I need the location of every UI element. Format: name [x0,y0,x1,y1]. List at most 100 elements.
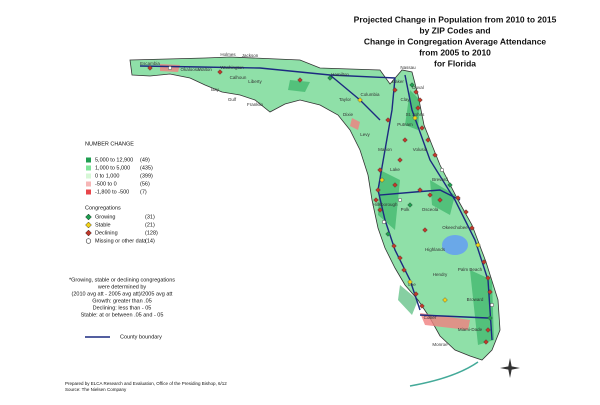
congregation-marker [417,187,423,193]
place-label: Brevard [432,177,448,182]
congregation-markers [147,65,495,345]
congregation-marker [422,227,428,233]
legend-label: 0 to 1,000 [95,173,119,179]
place-label: Palm Beach [458,267,483,272]
place-label: Putnam [397,122,413,127]
title-line: from 2005 to 2010 [419,47,491,57]
place-label: Dixie [343,112,353,117]
congregation-marker [379,177,385,183]
congregation-marker [377,167,383,173]
legend-count: (435) [140,165,153,171]
credit: Prepared by ELCA Research and Evaluation… [65,381,227,386]
congregation-marker [297,77,303,83]
keys [409,361,479,387]
congregation-marker [417,97,423,103]
congregation-marker [489,302,495,308]
note: *Growing, stable or declining congregati… [69,277,175,318]
legend-label: -500 to 0 [95,181,117,187]
place-label: Highlands [425,247,446,252]
lake-okeechobee [442,235,468,255]
place-label: Washington [220,65,244,70]
congregation-marker [485,327,491,333]
legend-label: Growing [95,214,115,220]
congregation-marker [167,65,173,71]
congregation-marker [381,219,387,225]
congregation-marker [407,202,413,208]
place-label: Nassau [400,65,416,70]
place-label: Escambia [140,61,160,66]
congregation-marker [485,275,491,281]
legend-label: 1,000 to 5,000 [95,165,130,171]
congregation-marker [397,197,403,203]
road [419,314,489,319]
congregation-marker [447,182,453,188]
place-label: Collier [424,315,437,320]
congregation-marker [392,182,398,188]
congregation-marker [439,167,445,173]
note-line: (2010 avg att - 2005 avg att)/2005 avg a… [72,291,173,297]
legend-swatch [86,157,91,163]
place-label: Monroe [432,342,448,347]
road [139,65,396,79]
title-line: for Florida [434,58,476,68]
place-label: Hamilton [331,72,349,77]
place-label: Hendry [433,272,448,277]
place-label: Taylor [339,97,352,102]
legend-count: (14) [145,238,155,244]
legend-symbol [85,221,92,229]
greener-areas [288,80,494,345]
state-shape [129,56,501,361]
legend-count: (21) [145,222,155,228]
congregation-marker [483,339,489,345]
congregation-marker [442,297,448,303]
congregation-marker [487,289,493,295]
legend-label: -1,800 to -500 [95,189,129,195]
congregation-marker [392,87,398,93]
congregation-marker [469,225,475,231]
place-label: Broward [467,297,484,302]
congregation-marker [385,231,391,237]
congregation-marker [147,65,153,71]
congregation-marker [463,209,469,215]
place-label: Columbia [360,92,380,97]
place-label: Okaloosa [180,67,200,72]
place-label: Gulf [228,97,237,102]
congregation-marker [402,137,408,143]
congregation-marker [413,89,419,95]
place-label: Baker [392,79,404,84]
legend-count: (7) [140,189,147,195]
place-label: Holmes [220,52,236,57]
note-line: Stable: at or between .05 and - 05 [81,312,164,318]
congregation-marker [409,82,415,88]
congregation-marker [377,207,383,213]
congregation-marker [397,157,403,163]
congregation-marker [419,303,425,309]
congregation-marker [455,195,461,201]
road [377,77,421,311]
road [379,189,461,201]
legend-title: NUMBER CHANGE [85,141,134,147]
place-label: Lake [390,167,400,172]
title-line: by ZIP Codes and [419,25,490,35]
place-label: Bay [211,87,220,92]
legend-count: (31) [145,214,155,220]
congregation-marker [437,197,443,203]
congregation-marker [481,259,487,265]
congregation-marker [397,255,403,261]
congregation-marker [432,152,438,158]
place-label: Clay [400,97,410,102]
legend-title: Congregations [85,205,121,211]
place-label: Miami-Dade [458,327,483,332]
congregation-marker [401,267,407,273]
congregation-marker [413,291,419,297]
legend-label: Declining [95,230,118,236]
congregation-marker [415,105,421,111]
place-label: Jackson [242,53,259,58]
congregation-marker [373,197,379,203]
legend-count: (128) [145,230,158,236]
legend: NUMBER CHANGE Congregations 5,000 to 12,… [85,141,158,244]
place-label: Volusia [413,147,428,152]
congregation-marker [407,279,413,285]
